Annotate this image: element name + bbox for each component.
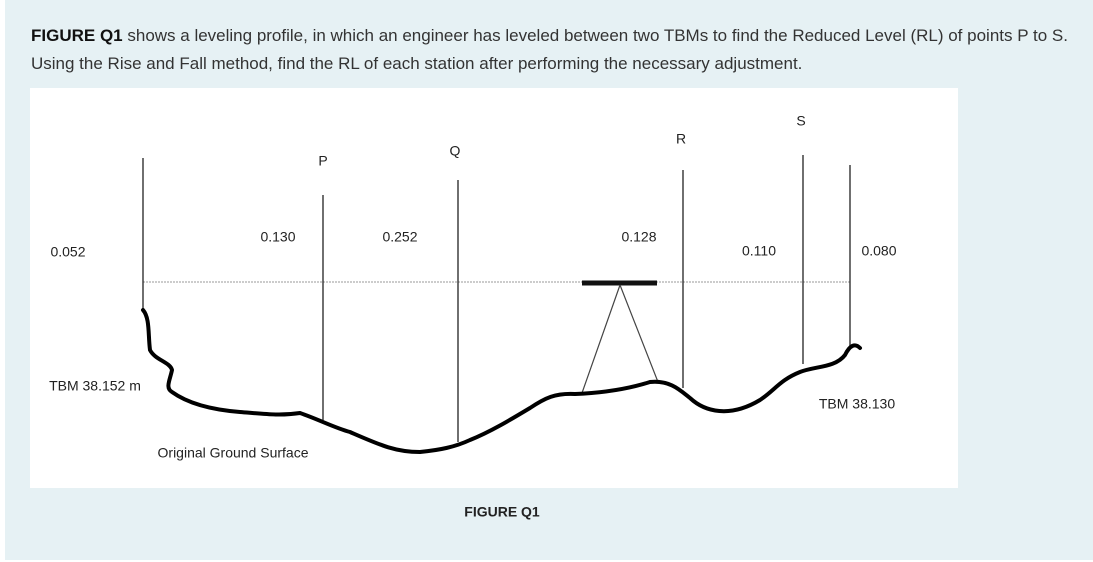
station-label: S <box>796 113 805 129</box>
staff-reading: 0.080 <box>861 243 896 259</box>
question: FIGURE Q1 shows a leveling profile, in w… <box>31 22 1071 78</box>
tripod-leg <box>581 284 621 394</box>
question-lead: FIGURE Q1 <box>31 26 123 45</box>
station-label: P <box>318 153 327 169</box>
figure-caption: FIGURE Q1 <box>464 504 540 520</box>
staff-reading: 0.252 <box>382 229 417 245</box>
ground-label: Original Ground Surface <box>158 445 309 461</box>
staff-reading: 0.110 <box>742 243 776 259</box>
tbm-label: TBM 38.130 <box>819 396 895 412</box>
tbm-label: TBM 38.152 m <box>49 378 141 394</box>
tripod-leg <box>619 284 659 383</box>
staff-reading: 0.052 <box>50 244 85 260</box>
staff-reading: 0.130 <box>260 229 295 245</box>
station-label: Q <box>450 143 461 159</box>
ground-surface <box>141 308 862 455</box>
station-label: R <box>676 131 686 147</box>
question-text: shows a leveling profile, in which an en… <box>31 26 1068 73</box>
staff-reading: 0.128 <box>621 229 656 245</box>
